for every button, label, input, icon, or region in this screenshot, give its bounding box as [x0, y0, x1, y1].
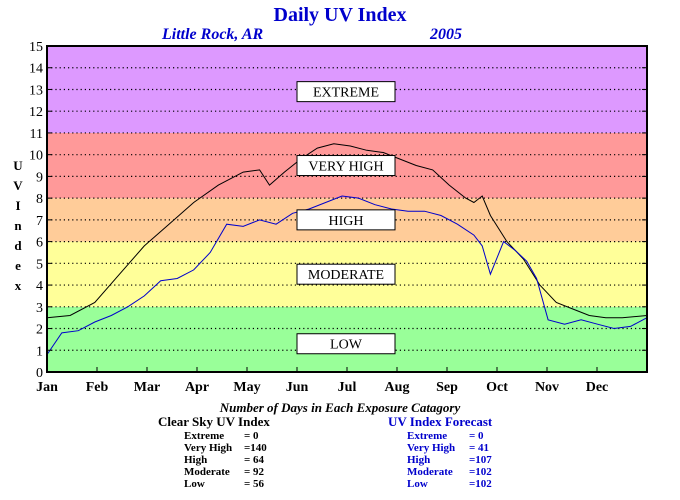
clear-sky-value: = 64	[244, 454, 265, 466]
y-tick-label: 3	[36, 301, 43, 316]
y-tick-label: 5	[36, 257, 43, 272]
category-value: 107	[475, 454, 492, 466]
category-name: Moderate	[184, 466, 230, 478]
category-value: 41	[478, 442, 490, 454]
clear-sky-row: Low	[184, 478, 205, 490]
forecast-table-title: UV Index Forecast	[388, 414, 493, 429]
category-value: 92	[253, 466, 265, 478]
category-name: Low	[407, 478, 428, 490]
y-tick-label: 13	[29, 83, 43, 98]
month-label: Jun	[286, 380, 309, 395]
month-label: Dec	[586, 380, 609, 395]
band-label: MODERATE	[308, 268, 384, 283]
y-axis-label-letter: x	[15, 278, 22, 293]
month-label: Feb	[86, 380, 109, 395]
clear-sky-value: = 92	[244, 466, 265, 478]
y-axis-label-letter: U	[13, 158, 23, 173]
y-tick-label: 9	[36, 170, 43, 185]
forecast-value: =107	[469, 454, 492, 466]
month-label: Apr	[185, 380, 209, 395]
month-label: Mar	[134, 380, 160, 395]
clear-sky-value: = 56	[244, 478, 265, 490]
category-name: Very High	[184, 442, 233, 454]
month-label: May	[233, 380, 260, 395]
y-tick-label: 6	[36, 236, 43, 251]
category-value: 56	[253, 478, 265, 490]
category-value: 102	[475, 466, 492, 478]
forecast-row: Low	[407, 478, 428, 490]
clear-sky-series-line	[46, 143, 648, 319]
category-name: Extreme	[407, 430, 448, 442]
forecast-value: =102	[469, 466, 492, 478]
y-axis-label-letter: n	[14, 218, 22, 233]
category-value: 0	[478, 430, 484, 442]
category-value: 64	[253, 454, 265, 466]
category-value: 102	[475, 478, 492, 490]
clear-sky-row: Moderate	[184, 466, 230, 478]
forecast-row: Moderate	[407, 466, 453, 478]
chart-title: Daily UV Index	[273, 4, 407, 26]
forecast-row: High	[407, 454, 430, 466]
clear-sky-value: = 0	[244, 430, 259, 442]
band-label-box	[296, 155, 396, 177]
y-axis-label-letter: e	[15, 258, 21, 273]
category-name: Very High	[407, 442, 456, 454]
y-axis-label-letter: I	[15, 198, 20, 213]
category-value: 140	[250, 442, 267, 454]
clear-sky-value: =140	[244, 442, 267, 454]
clear-sky-row: Very High	[184, 442, 232, 454]
location-label: Little Rock, AR	[162, 26, 264, 43]
band-label: HIGH	[329, 214, 364, 229]
forecast-row: Very High	[407, 442, 455, 454]
y-tick-label: 0	[36, 366, 43, 381]
y-tick-label: 1	[36, 344, 43, 359]
forecast-value: = 41	[469, 442, 490, 454]
category-name: High	[407, 454, 431, 466]
clear-sky-table-title: Clear Sky UV Index	[158, 414, 270, 429]
band-label: VERY HIGH	[308, 160, 383, 175]
month-label: Jan	[36, 380, 58, 395]
y-axis-label-letter: V	[13, 178, 23, 193]
forecast-row: Extreme	[407, 430, 447, 442]
band-label-box	[296, 81, 396, 103]
band-label-box	[296, 209, 396, 231]
forecast-value: =102	[469, 478, 492, 490]
y-tick-label: 2	[36, 323, 43, 338]
category-name: Moderate	[407, 466, 453, 478]
categories-heading: Number of Days in Each Exposure Catagory	[219, 400, 461, 415]
y-tick-label: 15	[29, 40, 43, 55]
month-label: Aug	[385, 380, 410, 395]
y-tick-label: 10	[29, 149, 43, 164]
y-tick-label: 14	[29, 62, 43, 77]
y-tick-label: 8	[36, 192, 43, 207]
y-tick-label: 7	[36, 214, 43, 229]
y-tick-label: 4	[36, 279, 43, 294]
y-axis-label-letter: d	[14, 238, 22, 253]
band-label-box	[296, 263, 396, 285]
band-label: EXTREME	[313, 86, 379, 101]
forecast-series-line	[46, 195, 648, 355]
category-name: Extreme	[184, 430, 225, 442]
category-name: High	[184, 454, 208, 466]
band-label-box	[296, 333, 396, 355]
year-label: 2005	[430, 26, 462, 43]
clear-sky-row: High	[184, 454, 207, 466]
category-name: Low	[184, 478, 205, 490]
y-tick-label: 11	[30, 127, 43, 142]
category-value: 0	[253, 430, 259, 442]
month-label: Oct	[486, 380, 508, 395]
y-tick-label: 12	[29, 105, 43, 120]
month-label: Jul	[338, 380, 357, 395]
month-label: Nov	[535, 380, 559, 395]
clear-sky-row: Extreme	[184, 430, 224, 442]
band-label: LOW	[330, 338, 363, 353]
forecast-value: = 0	[469, 430, 484, 442]
month-label: Sep	[436, 380, 458, 395]
